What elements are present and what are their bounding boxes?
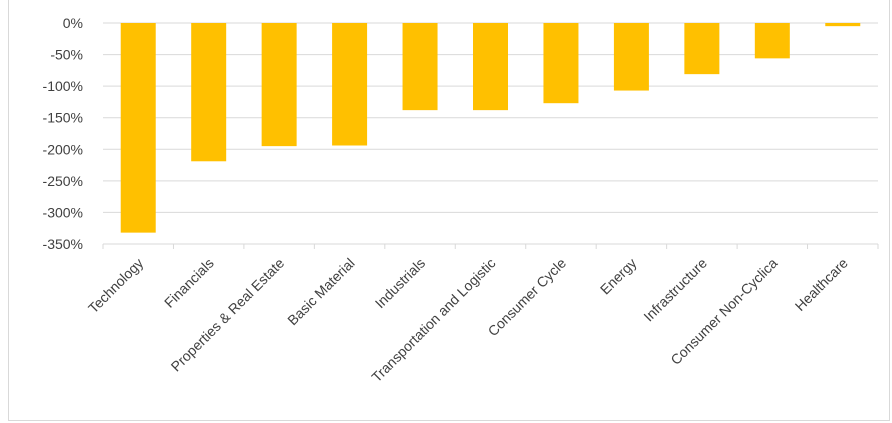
x-tick-label: Industrials [372, 255, 428, 311]
y-tick-label: -100% [43, 78, 83, 94]
x-tick-label: Healthcare [792, 255, 851, 314]
bar-financials [191, 23, 227, 162]
y-tick-label: -150% [43, 110, 83, 126]
bar-technology [120, 23, 156, 233]
bar-energy [613, 23, 649, 91]
bar-consumer-non-cyclica [754, 23, 790, 59]
x-tick-label: Financials [161, 255, 217, 311]
y-tick-label: -250% [43, 173, 83, 189]
x-tick-label: Basic Material [284, 255, 357, 328]
y-tick-label: -50% [50, 47, 83, 63]
bar-infrastructure [684, 23, 720, 75]
y-axis-ticks: 0% -50% -100% -150% -200% -250% -300% -350% [43, 15, 83, 252]
bars [120, 23, 861, 233]
x-tick-label: Infrastructure [640, 255, 710, 325]
y-tick-label: -300% [43, 204, 83, 220]
bar-basic-material [332, 23, 368, 146]
bar-properties-real-estate [261, 23, 297, 147]
bar-transportation-and-logistic [473, 23, 508, 111]
y-tick-label: 0% [63, 15, 83, 31]
y-tick-label: -200% [43, 141, 83, 157]
bar-consumer-cycle [543, 23, 579, 104]
x-tick-label: Transportation and Logistic [368, 255, 498, 385]
bar-healthcare [825, 23, 861, 27]
x-tick-label: Energy [597, 255, 640, 298]
x-tick-label: Technology [85, 255, 146, 316]
x-tick-label: Properties & Real Estate [168, 255, 288, 375]
bar-industrials [402, 23, 438, 111]
y-tick-label: -350% [43, 236, 83, 252]
